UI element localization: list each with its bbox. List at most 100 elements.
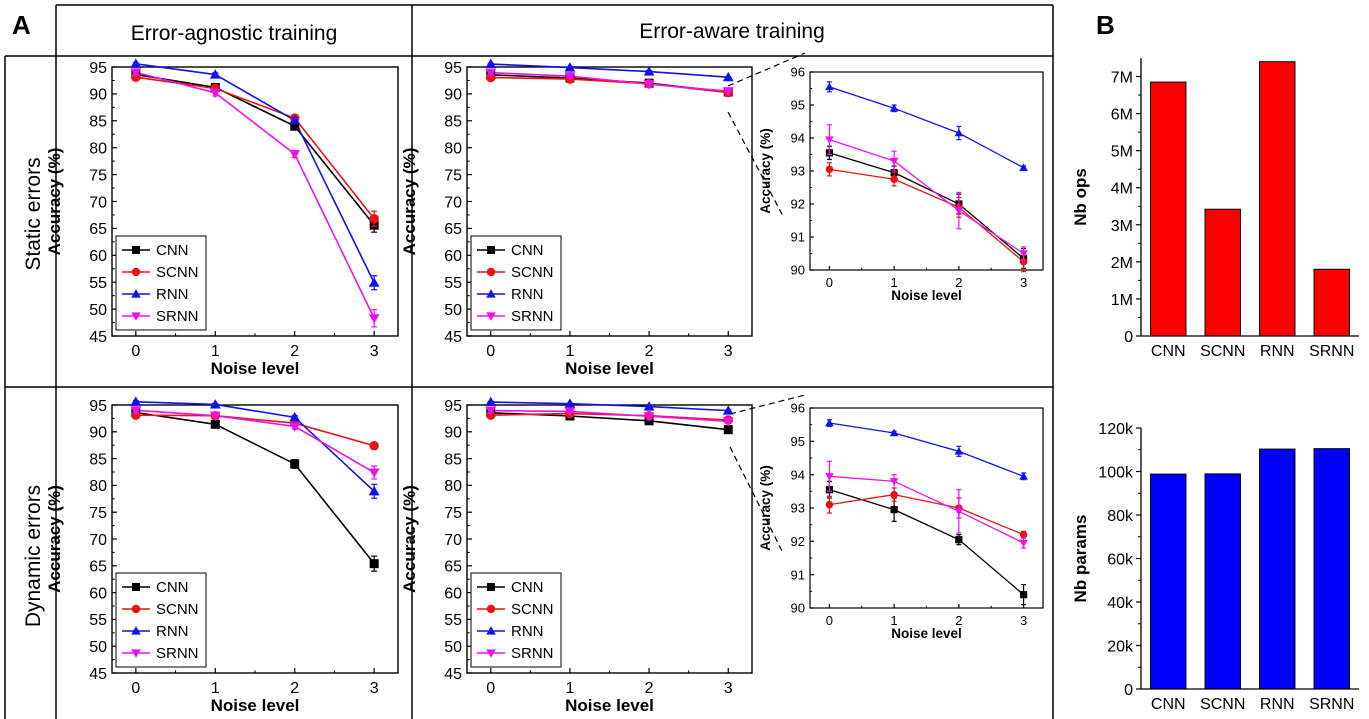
y-axis-title: Accuracy (%) <box>758 128 773 214</box>
point-rnn <box>1019 163 1028 171</box>
x-axis-title: Noise level <box>211 359 300 378</box>
y-tick-label: 75 <box>444 505 462 522</box>
point-srnn <box>209 88 221 99</box>
y-tick-label: 95 <box>89 60 107 77</box>
y-tick-label: 50 <box>89 302 107 319</box>
legend-marker-scnn <box>486 604 496 614</box>
panel-label-b: B <box>1096 10 1115 40</box>
y-axis-title: Accuracy (%) <box>400 148 419 256</box>
point-rnn <box>564 398 576 408</box>
y-tick-label: 85 <box>444 451 462 468</box>
y-tick-label: 85 <box>444 114 462 131</box>
y-tick-label: 60 <box>444 248 462 265</box>
series-line-rnn <box>135 62 375 284</box>
y-tick-label: 90 <box>444 425 462 442</box>
point-cnn <box>723 425 733 435</box>
bar-chart-params: CNN SCNN RNN SRNN 0 20k 40k 60k 80k 100k 120k Nb pa… <box>1071 421 1359 713</box>
series-line-rnn <box>490 63 729 79</box>
line-chart-dynamic-agnostic: 45 50 55 60 65 70 75 80 85 90 95 0 1 2 3 Noise level Acc… <box>45 396 399 715</box>
point-srnn <box>1019 539 1028 548</box>
legend-label: SCNN <box>511 264 554 281</box>
y-tick-label: 4M <box>1111 181 1133 198</box>
point-srnn <box>825 136 834 144</box>
x-tick-label: 0 <box>486 343 495 360</box>
legend-box <box>470 572 562 668</box>
y-tick-label: 95 <box>444 60 462 77</box>
y-tick-label: 0 <box>1124 329 1133 346</box>
point-scnn <box>825 165 834 174</box>
point-rnn <box>485 396 497 407</box>
x-tick-label: 3 <box>370 680 379 697</box>
legend-label: CNN <box>156 579 189 596</box>
legend-marker-srnn <box>486 312 496 321</box>
point-srnn <box>130 406 142 416</box>
point-rnn <box>368 277 380 287</box>
x-tick-label: 3 <box>1020 613 1027 628</box>
series-line-srnn <box>490 71 729 93</box>
y-tick-label: 70 <box>89 532 107 549</box>
point-scnn <box>369 441 379 451</box>
plot-frame <box>809 71 1044 271</box>
point-rnn <box>722 405 734 415</box>
legend-box <box>115 572 207 668</box>
series-line-srnn <box>490 409 729 423</box>
y-tick-label: 50 <box>444 639 462 656</box>
y-tick-label: 45 <box>89 666 107 683</box>
x-tick-label: 0 <box>826 613 833 628</box>
y-tick-label: 94 <box>791 467 805 482</box>
point-scnn <box>369 213 379 224</box>
y-tick-label: 65 <box>89 559 107 576</box>
line-chart-static-aware: 45 50 55 60 65 70 75 80 85 90 95 0 1 2 3 Noise level Acc… <box>400 58 753 378</box>
legend: CNN SCNN RNN SRNN <box>470 235 562 331</box>
x-axis-title: Noise level <box>565 696 654 715</box>
series-line-scnn <box>829 494 1024 536</box>
x-tick-label: 2 <box>955 275 962 290</box>
y-axis-title: Accuracy (%) <box>45 485 64 593</box>
y-tick-label: 90 <box>444 87 462 104</box>
y-tick-label: 95 <box>791 98 805 113</box>
point-scnn <box>1019 530 1028 539</box>
series-line-scnn <box>135 414 375 447</box>
y-tick-label: 80 <box>444 140 462 157</box>
column-header-agnostic: Error-agnostic training <box>131 22 338 45</box>
y-tick-label: 94 <box>791 131 805 146</box>
y-tick-label: 96 <box>791 401 805 416</box>
legend: CNN SCNN RNN SRNN <box>115 235 207 331</box>
y-tick-label: 55 <box>444 612 462 629</box>
y-axis-title: Accuracy (%) <box>758 465 773 551</box>
point-srnn <box>485 406 497 417</box>
row-header-static: Static errors <box>22 157 45 270</box>
point-srnn <box>643 80 655 90</box>
legend: CNN SCNN RNN SRNN <box>470 572 562 668</box>
legend-marker-cnn <box>487 246 495 254</box>
point-cnn <box>369 559 379 569</box>
point-rnn <box>130 396 142 406</box>
y-tick-label: 60 <box>89 585 107 602</box>
point-rnn <box>289 411 301 422</box>
x-tick-label: 2 <box>290 680 299 697</box>
row-header-dynamic: Dynamic errors <box>22 485 45 627</box>
series-line-cnn <box>490 74 729 93</box>
panel-label-a: A <box>12 10 31 40</box>
bar-chart-ops: CNN SCNN RNN SRNN 0 1M 2M 3M 4M 5M 6M 7M Nb ops <box>1071 58 1359 360</box>
y-tick-label: 70 <box>89 194 107 211</box>
y-tick-label: 45 <box>444 329 462 346</box>
point-rnn <box>825 82 834 91</box>
legend-marker-rnn <box>131 626 141 635</box>
legend-marker-scnn <box>486 267 496 277</box>
point-srnn <box>368 468 380 478</box>
line-chart-dynamic-aware-zoom: 90 91 92 93 94 95 96 0 1 2 3 Noise level Accuracy (%… <box>758 401 1044 641</box>
point-rnn <box>368 485 380 496</box>
y-tick-label: 65 <box>444 559 462 576</box>
bar-rnn <box>1259 448 1296 690</box>
x-tick-label: SCNN <box>1200 343 1245 360</box>
y-tick-label: 65 <box>89 221 107 238</box>
legend-marker-cnn <box>132 246 140 254</box>
point-srnn <box>368 314 380 324</box>
series-line-cnn <box>135 411 375 565</box>
bar-srnn <box>1313 448 1350 690</box>
legend-marker-srnn <box>131 312 141 321</box>
y-tick-label: 90 <box>89 87 107 104</box>
x-axis-title: Noise level <box>891 288 962 303</box>
y-tick-label: 80 <box>444 478 462 495</box>
